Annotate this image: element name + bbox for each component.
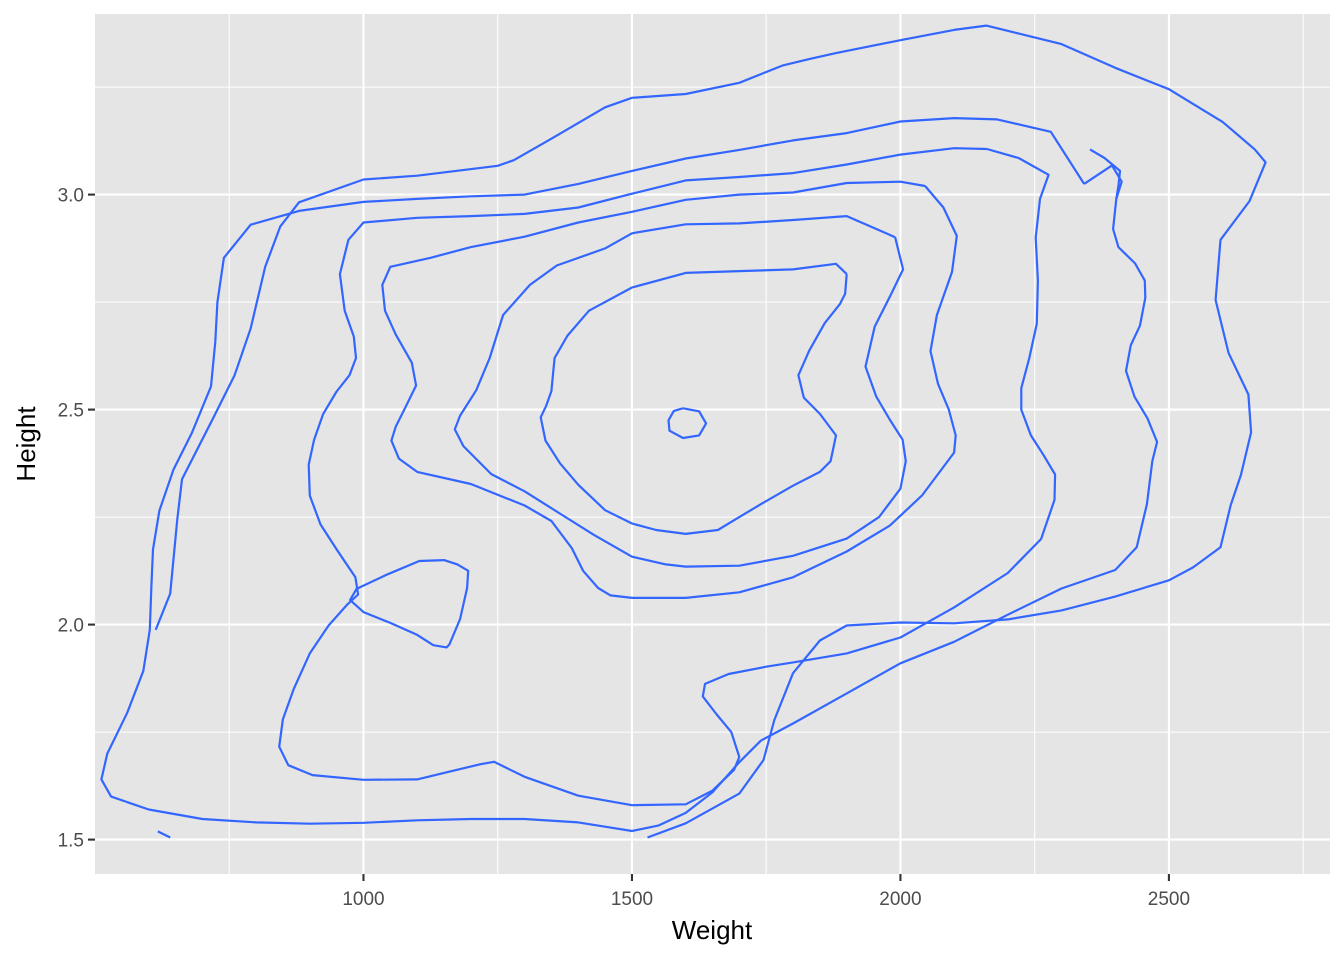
x-tick-label: 2500 xyxy=(1148,889,1190,910)
x-axis: 1000 1500 2000 2500 xyxy=(342,874,1190,910)
x-tick-label: 2000 xyxy=(879,889,921,910)
contour-line-8 xyxy=(278,147,1057,807)
y-axis: 1.5 2.0 2.5 3.0 xyxy=(58,186,95,852)
y-axis-title: Height xyxy=(11,406,41,482)
contour-line-2 xyxy=(157,830,171,839)
y-tick-label: 1.5 xyxy=(58,831,84,852)
x-axis-title: Weight xyxy=(672,915,753,945)
contour-line-1 xyxy=(154,24,1267,839)
contour-line-3 xyxy=(349,559,470,649)
contour-line-4 xyxy=(667,407,708,440)
contour-line-7 xyxy=(381,180,958,599)
x-tick-label: 1500 xyxy=(611,889,653,910)
density-contours xyxy=(100,24,1267,839)
y-tick-label: 3.0 xyxy=(58,186,84,207)
contour-line-10 xyxy=(1089,148,1122,200)
y-tick-label: 2.5 xyxy=(58,401,84,422)
x-tick-label: 1000 xyxy=(342,889,384,910)
contour-line-6 xyxy=(453,215,907,568)
minor-gridlines xyxy=(95,14,1330,874)
plot-panel xyxy=(95,14,1330,874)
contour-line-5 xyxy=(539,262,848,535)
contour-line-9 xyxy=(100,117,1159,833)
y-tick-label: 2.0 xyxy=(58,616,84,637)
major-gridlines xyxy=(95,14,1330,874)
